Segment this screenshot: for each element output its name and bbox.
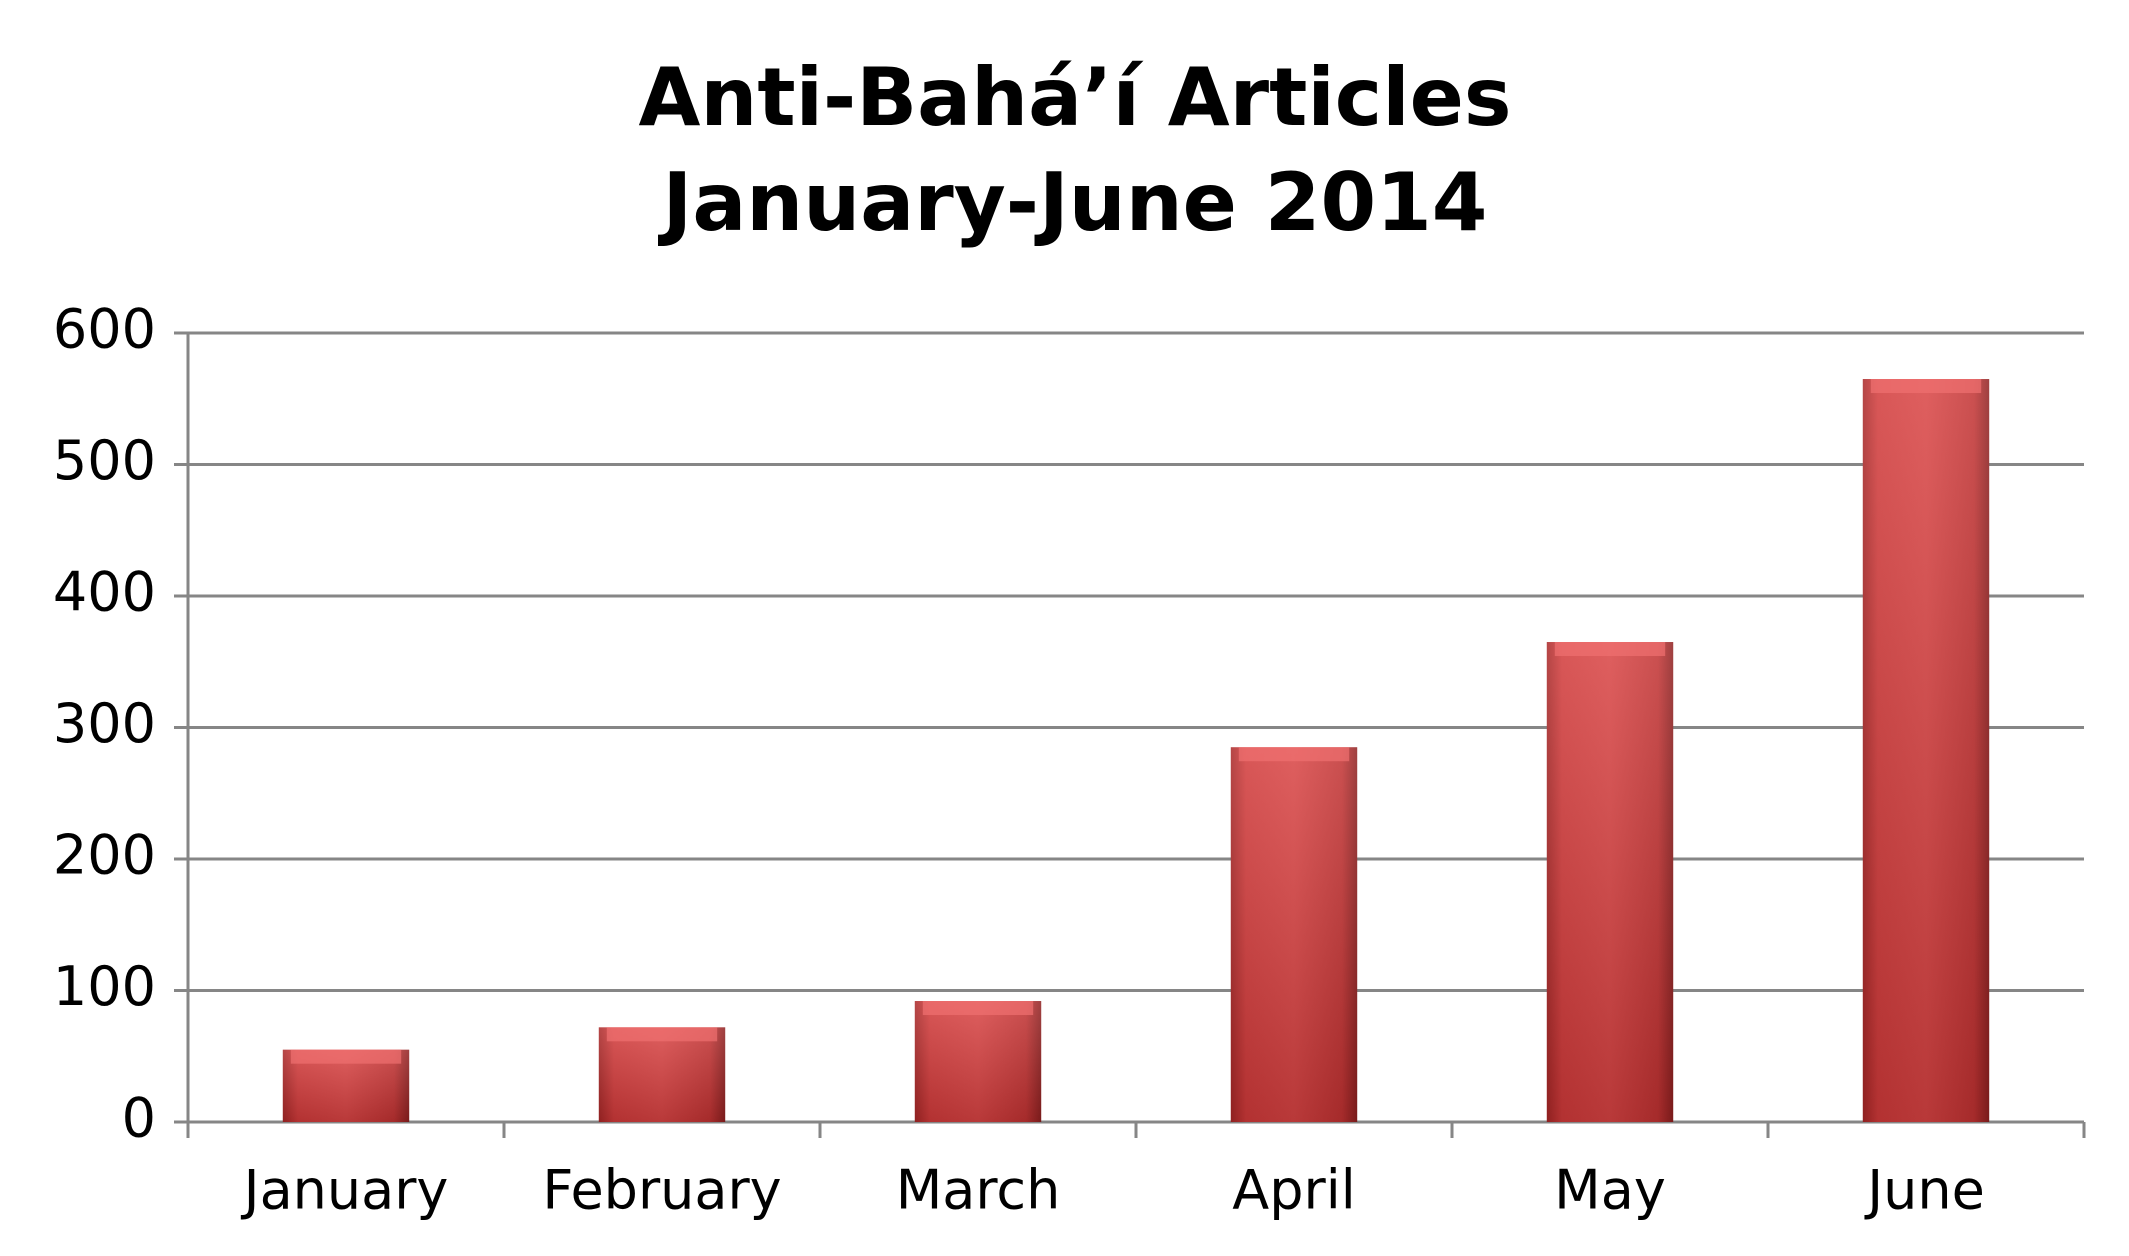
- x-tick-label: June: [1864, 1159, 1985, 1222]
- x-tick-label: January: [241, 1159, 449, 1222]
- x-tick-label: March: [896, 1159, 1061, 1222]
- bar-shade: [1546, 642, 1674, 1122]
- bar-bevel: [1554, 642, 1666, 657]
- y-tick-label: 200: [53, 824, 156, 887]
- bar-shade: [914, 1001, 1042, 1122]
- x-tick-label: May: [1554, 1159, 1666, 1222]
- chart-title: Anti-Bahá’í Articles: [638, 51, 1511, 144]
- bar-group: [598, 1027, 726, 1122]
- chart-subtitle: January-June 2014: [658, 156, 1488, 249]
- y-tick-label: 400: [53, 561, 156, 624]
- bar-group: [1862, 379, 1990, 1122]
- bar-bevel: [606, 1027, 718, 1042]
- bar-group: [1230, 747, 1358, 1122]
- bar-shade: [1862, 379, 1990, 1122]
- bar-bevel: [922, 1001, 1034, 1016]
- bar-group: [914, 1001, 1042, 1122]
- x-tick-label: April: [1232, 1159, 1355, 1222]
- y-tick-label: 0: [122, 1087, 156, 1150]
- bar-shade: [598, 1027, 726, 1122]
- bar-group: [1546, 642, 1674, 1122]
- bar-bevel: [290, 1049, 402, 1064]
- x-tick-label: February: [542, 1159, 781, 1222]
- bar-bevel: [1238, 747, 1350, 762]
- y-tick-label: 100: [53, 955, 156, 1018]
- bar-bevel: [1870, 379, 1982, 394]
- y-tick-label: 300: [53, 692, 156, 755]
- bar-group: [282, 1049, 410, 1122]
- y-tick-label: 500: [53, 429, 156, 492]
- y-tick-label: 600: [53, 298, 156, 361]
- bar-shade: [1230, 747, 1358, 1122]
